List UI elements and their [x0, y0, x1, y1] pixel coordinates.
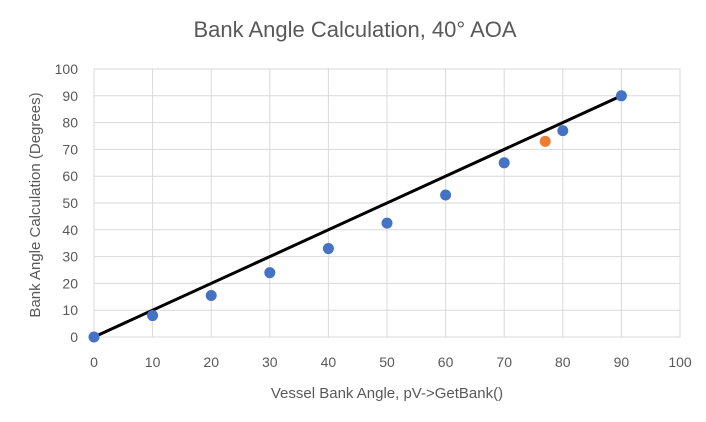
x-tick-label: 40 [321, 354, 337, 370]
data-point-series-1 [381, 217, 393, 229]
y-tick-label: 30 [62, 249, 78, 265]
y-tick-label: 80 [62, 115, 78, 131]
y-tick-label: 20 [62, 275, 78, 291]
y-tick-label: 50 [62, 195, 78, 211]
y-tick-label: 70 [62, 141, 78, 157]
x-tick-label: 10 [145, 354, 161, 370]
y-tick-label: 10 [62, 302, 78, 318]
data-point-series-1 [147, 310, 159, 322]
data-point-series-1 [322, 243, 334, 255]
x-tick-label: 20 [203, 354, 219, 370]
x-tick-label: 0 [90, 354, 98, 370]
y-tick-label: 40 [62, 222, 78, 238]
y-tick-label: 100 [55, 61, 79, 77]
reference-line-layer [92, 94, 623, 339]
x-tick-label: 50 [379, 354, 395, 370]
data-point-series-1 [264, 267, 276, 279]
data-point-series-1 [205, 289, 217, 301]
data-points [88, 90, 627, 343]
y-tick-label: 60 [62, 168, 78, 184]
reference-line [92, 94, 623, 339]
data-point-series-1 [615, 90, 627, 102]
y-axis-ticks: 0 10 20 30 40 50 60 70 80 90 100 [55, 61, 79, 345]
x-axis-ticks: 0 10 20 30 40 50 60 70 80 90 100 [90, 354, 692, 370]
x-tick-label: 100 [668, 354, 692, 370]
x-tick-label: 60 [438, 354, 454, 370]
data-point-series-2 [539, 135, 551, 147]
data-point-series-1 [88, 331, 100, 343]
y-tick-label: 90 [62, 88, 78, 104]
data-point-series-1 [498, 157, 510, 169]
y-tick-label: 0 [70, 329, 78, 345]
x-tick-label: 90 [614, 354, 630, 370]
data-point-series-1 [440, 189, 452, 201]
y-axis-label: Bank Angle Calculation (Degrees) [27, 92, 44, 317]
plot-area-frame [93, 68, 681, 338]
x-tick-label: 80 [555, 354, 571, 370]
chart-title: Bank Angle Calculation, 40° AOA [193, 17, 516, 42]
x-tick-label: 70 [496, 354, 512, 370]
x-tick-label: 30 [262, 354, 278, 370]
data-point-series-1 [557, 125, 569, 137]
x-axis-label: Vessel Bank Angle, pV->GetBank() [271, 385, 503, 402]
